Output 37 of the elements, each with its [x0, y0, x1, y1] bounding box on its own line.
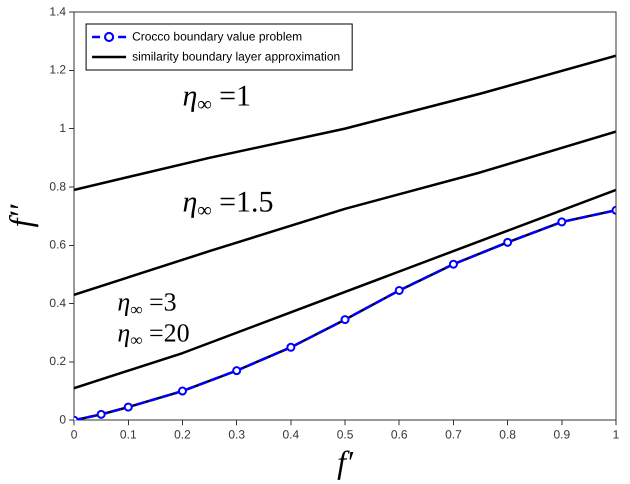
point — [124, 402, 133, 412]
y-tick-label: 0.8 — [49, 179, 66, 194]
x-tick-label: 0.3 — [228, 428, 246, 442]
y-tick-label: 1.4 — [49, 4, 66, 18]
x-axis-title: f′ — [337, 444, 354, 480]
annotation: η∞ =3 — [117, 288, 177, 319]
y-tick-label: 0.2 — [49, 354, 66, 368]
point — [178, 386, 187, 396]
y-tick-label: 0.4 — [49, 296, 66, 310]
x-tick-label: 0 — [70, 428, 78, 442]
x-tick-label: 0.7 — [445, 428, 462, 442]
point — [340, 315, 350, 324]
annotation: η∞ =1.5 — [182, 186, 274, 222]
point — [232, 366, 242, 376]
x-tick-label: 0.1 — [120, 428, 137, 442]
y-axis-title: f′′ — [2, 204, 39, 228]
point — [557, 217, 566, 226]
point — [96, 410, 106, 419]
annotation: η∞ =1 — [182, 80, 252, 116]
x-tick-label: 1 — [612, 428, 620, 442]
x-tick-label: 0.2 — [174, 428, 192, 442]
x-tick-label: 0.6 — [390, 428, 408, 442]
legend-label: Crocco boundary value problem — [132, 29, 302, 44]
x-tick-label: 0.8 — [499, 428, 516, 442]
y-tick-label: 1 — [59, 120, 66, 135]
x-tick-label: 0.5 — [336, 428, 354, 442]
annotation: η∞ =20 — [117, 318, 190, 350]
legend-label: similarity boundary layer approximation — [132, 49, 340, 64]
point — [503, 238, 512, 247]
x-tick-label: 0.4 — [282, 428, 300, 442]
x-tick-label: 0.9 — [553, 428, 570, 442]
y-tick-label: 0.6 — [49, 238, 66, 252]
y-tick-label: 0 — [59, 412, 66, 427]
point — [448, 260, 458, 269]
y-tick-label: 1.2 — [49, 62, 66, 77]
point — [394, 286, 404, 295]
point — [286, 342, 296, 352]
